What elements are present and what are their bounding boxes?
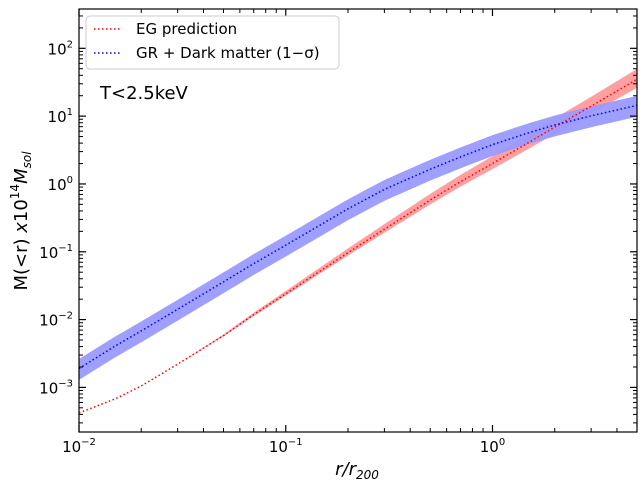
point-eg-13 — [554, 126, 555, 127]
line-layer — [78, 78, 638, 414]
point-eg-11 — [492, 163, 493, 164]
point-gr-14 — [591, 115, 592, 116]
x-tick-label: 10−1 — [269, 437, 303, 456]
point-gr-6 — [285, 245, 286, 246]
x-tick-label: 10−2 — [62, 437, 96, 456]
x-tick-label: 100 — [480, 437, 505, 456]
legend: EG prediction GR + Dark matter (1−σ) — [85, 15, 340, 70]
point-eg-5 — [253, 314, 254, 315]
point-gr-11 — [492, 144, 493, 145]
y-tick-label: 10−3 — [39, 378, 73, 397]
band-layer — [79, 68, 637, 380]
y-tick-label: 100 — [48, 175, 73, 194]
point-eg-4 — [223, 335, 224, 336]
point-gr-8 — [384, 189, 385, 190]
x-axis-label: r/r200 — [335, 459, 379, 482]
legend-box — [85, 15, 340, 70]
y-tick-label: 101 — [48, 107, 73, 126]
point-gr-12 — [528, 132, 529, 133]
y-tick-label: 102 — [48, 39, 73, 58]
point-eg-6 — [285, 293, 286, 294]
point-eg-7 — [347, 252, 348, 253]
y-tick-label: 10−2 — [39, 311, 73, 330]
band-gr — [79, 95, 637, 380]
point-eg-1 — [115, 398, 116, 399]
point-gr-10 — [460, 156, 461, 157]
point-gr-1 — [115, 345, 116, 346]
point-gr-7 — [347, 208, 348, 209]
point-eg-8 — [384, 229, 385, 230]
point-eg-9 — [430, 199, 431, 200]
y-axis-label: M(<r) x1014Msol — [8, 151, 34, 291]
point-gr-3 — [177, 309, 178, 310]
plot-frame — [78, 8, 638, 433]
point-eg-2 — [141, 385, 142, 386]
legend-label-gr: GR + Dark matter (1−σ) — [136, 44, 320, 62]
y-tick-label: 10−1 — [39, 243, 73, 262]
point-gr-5 — [253, 263, 254, 264]
point-gr-9 — [430, 169, 431, 170]
point-gr-13 — [554, 124, 555, 125]
tick-layer — [78, 9, 638, 432]
point-eg-10 — [460, 181, 461, 182]
annotation-temperature: T<2.5keV — [99, 83, 189, 104]
point-eg-12 — [528, 142, 529, 143]
point-gr-4 — [223, 281, 224, 282]
tick-label-layer: 10−2 10−1 100 10−3 10−2 10−1 100 101 102 — [39, 39, 505, 456]
point-gr-2 — [141, 330, 142, 331]
point-eg-3 — [177, 364, 178, 365]
line-gr — [78, 104, 638, 370]
point-eg-14 — [591, 106, 592, 107]
legend-label-eg: EG prediction — [136, 20, 237, 38]
